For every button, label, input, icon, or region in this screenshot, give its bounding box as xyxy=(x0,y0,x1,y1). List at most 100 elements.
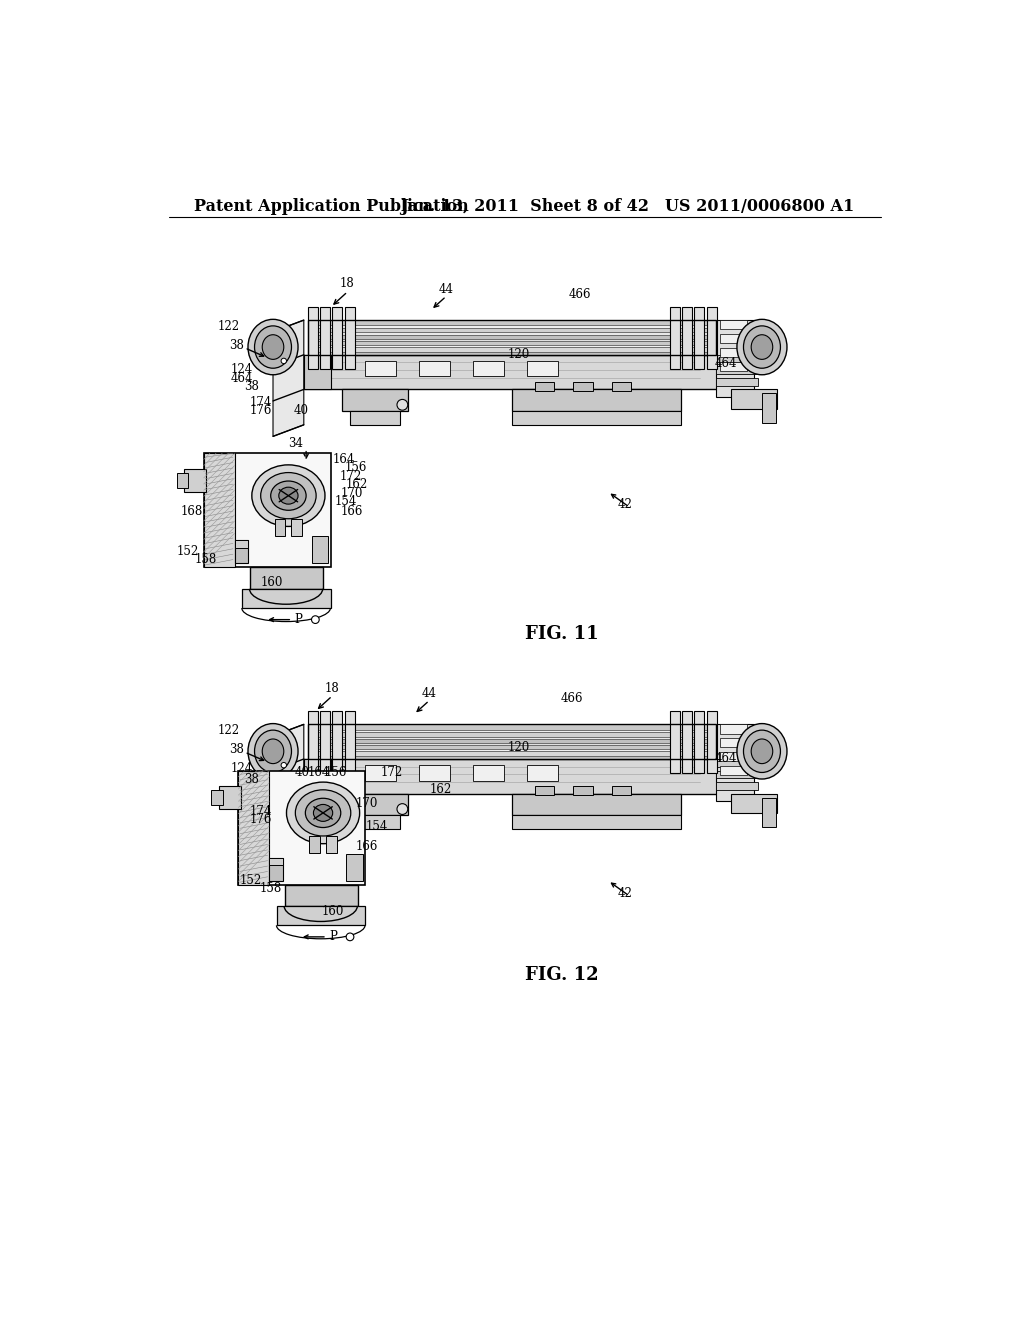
Text: 160: 160 xyxy=(261,576,283,589)
Bar xyxy=(307,347,716,351)
Text: 172: 172 xyxy=(381,767,403,779)
Bar xyxy=(333,711,342,774)
Text: 152: 152 xyxy=(240,874,262,887)
Bar xyxy=(307,341,716,345)
Bar xyxy=(307,743,716,744)
Text: FIG. 12: FIG. 12 xyxy=(525,966,599,983)
Bar xyxy=(342,793,408,816)
Ellipse shape xyxy=(270,480,306,511)
Bar xyxy=(707,308,717,368)
Text: 18: 18 xyxy=(325,681,339,694)
Text: 40: 40 xyxy=(295,767,309,779)
Bar xyxy=(762,797,776,826)
Bar xyxy=(269,858,283,880)
Bar xyxy=(307,321,716,326)
Text: 172: 172 xyxy=(339,470,361,483)
Bar xyxy=(611,381,631,391)
Bar xyxy=(219,785,241,809)
Text: Jan. 13, 2011  Sheet 8 of 42: Jan. 13, 2011 Sheet 8 of 42 xyxy=(400,198,649,215)
Ellipse shape xyxy=(311,615,319,623)
Ellipse shape xyxy=(295,789,351,836)
Bar xyxy=(204,453,331,568)
Text: 174: 174 xyxy=(250,805,272,818)
Text: 38: 38 xyxy=(245,380,259,393)
Bar xyxy=(307,335,716,339)
Bar xyxy=(307,739,716,743)
Bar xyxy=(720,766,746,775)
Bar xyxy=(292,519,302,536)
Ellipse shape xyxy=(313,804,333,821)
Bar xyxy=(720,738,746,747)
Bar xyxy=(285,884,357,906)
Bar xyxy=(307,339,716,341)
Bar xyxy=(716,366,758,374)
Bar xyxy=(307,327,716,333)
Bar xyxy=(682,308,692,368)
Bar xyxy=(307,326,716,327)
Text: 122: 122 xyxy=(217,723,240,737)
Text: 464: 464 xyxy=(714,752,736,766)
Bar xyxy=(535,785,554,795)
Bar xyxy=(204,453,234,568)
Text: 34: 34 xyxy=(288,437,303,450)
Bar xyxy=(670,711,680,774)
Bar xyxy=(309,836,319,853)
Text: 170: 170 xyxy=(341,487,364,500)
Ellipse shape xyxy=(252,465,325,527)
Bar xyxy=(307,725,716,759)
Bar xyxy=(304,759,331,793)
Ellipse shape xyxy=(262,739,284,763)
Bar xyxy=(307,751,716,756)
Text: 40: 40 xyxy=(294,404,309,417)
Text: 156: 156 xyxy=(345,462,367,474)
Bar xyxy=(274,519,286,536)
Bar xyxy=(250,568,323,589)
Bar xyxy=(512,816,681,829)
Ellipse shape xyxy=(248,723,298,779)
Text: 124: 124 xyxy=(230,363,253,376)
Bar xyxy=(307,756,716,759)
Text: 154: 154 xyxy=(335,495,357,508)
Text: 166: 166 xyxy=(355,840,378,853)
Text: 162: 162 xyxy=(429,783,452,796)
Text: P: P xyxy=(330,931,337,944)
Bar xyxy=(720,725,746,734)
Bar xyxy=(512,411,681,425)
Text: 154: 154 xyxy=(366,820,388,833)
Text: 170: 170 xyxy=(355,797,378,810)
Bar xyxy=(345,711,354,774)
Bar xyxy=(184,469,206,492)
Bar xyxy=(177,473,188,488)
Bar xyxy=(319,711,330,774)
Bar xyxy=(731,389,777,409)
Bar xyxy=(239,771,366,884)
Text: 176: 176 xyxy=(249,404,271,417)
Bar xyxy=(307,345,716,347)
Bar xyxy=(346,854,364,880)
Bar xyxy=(307,744,716,748)
Bar xyxy=(720,752,746,762)
Bar xyxy=(670,308,680,368)
Bar xyxy=(731,793,777,813)
Bar xyxy=(473,766,504,780)
Bar xyxy=(307,733,716,737)
Ellipse shape xyxy=(737,319,787,375)
Bar xyxy=(762,393,776,422)
Text: 122: 122 xyxy=(217,319,240,333)
Bar xyxy=(611,785,631,795)
Text: 42: 42 xyxy=(617,499,632,511)
Bar xyxy=(307,351,716,355)
Text: 18: 18 xyxy=(340,277,354,290)
Text: FIG. 11: FIG. 11 xyxy=(525,626,599,643)
Bar xyxy=(694,711,705,774)
Bar xyxy=(311,536,329,564)
Text: 158: 158 xyxy=(195,553,217,566)
Bar xyxy=(307,748,716,751)
Bar xyxy=(716,759,758,767)
Ellipse shape xyxy=(397,400,408,411)
Bar xyxy=(304,355,331,389)
Ellipse shape xyxy=(282,358,287,363)
Polygon shape xyxy=(273,321,304,437)
Text: 164: 164 xyxy=(333,453,355,466)
Bar xyxy=(720,348,746,358)
